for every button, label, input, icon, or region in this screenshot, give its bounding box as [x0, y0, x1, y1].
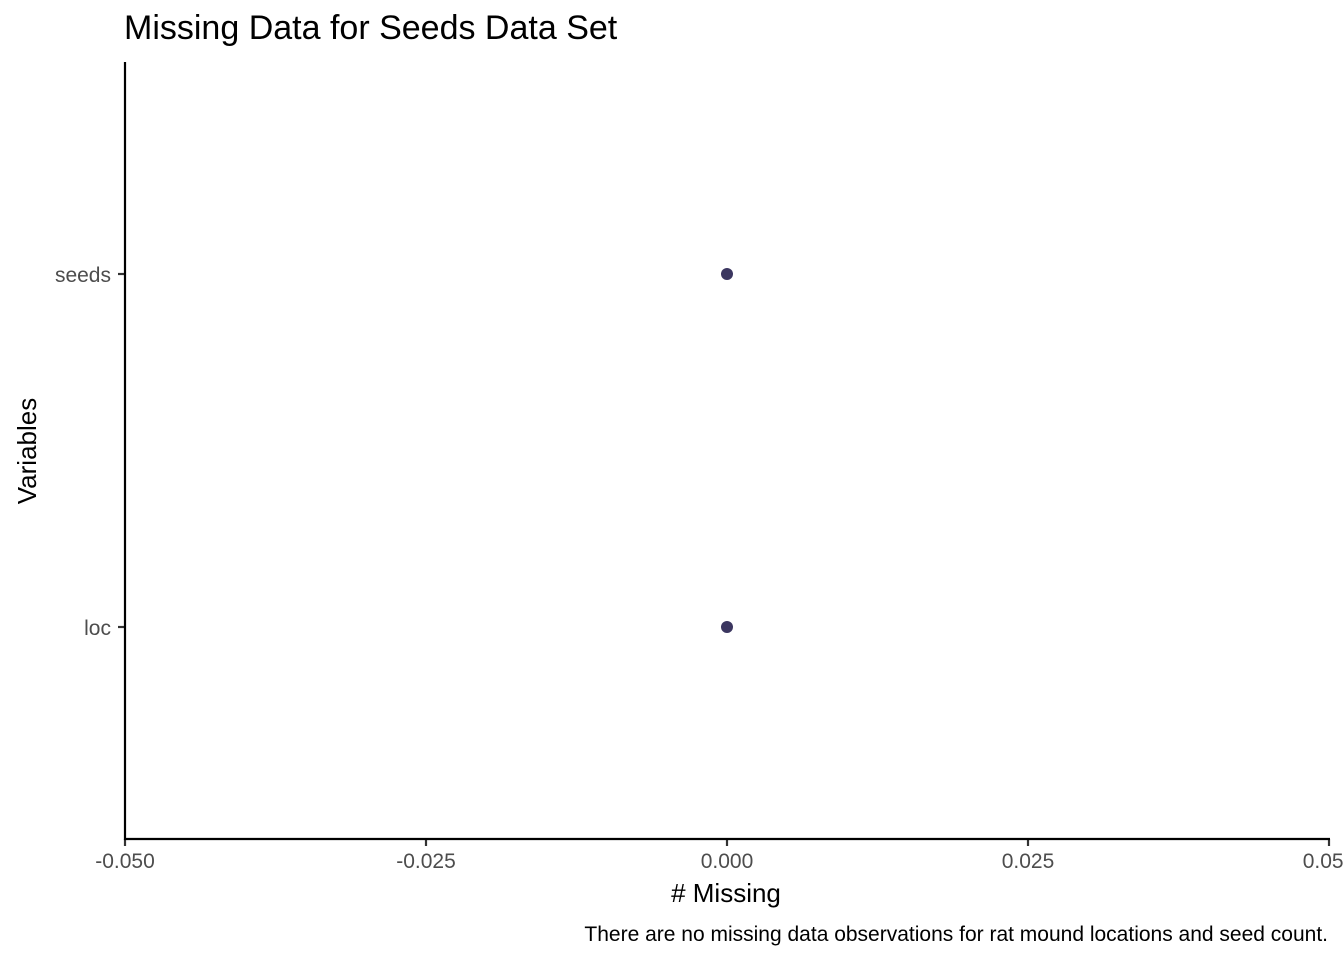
y-axis-title: Variables [12, 398, 42, 504]
plot-panel: loc seeds -0.050 -0.025 0.000 0.025 0.050 [55, 62, 1344, 873]
chart-title: Missing Data for Seeds Data Set [124, 9, 618, 47]
x-axis-title: # Missing [671, 878, 781, 908]
x-tick-label: 0.050 [1303, 850, 1344, 873]
chart-caption: There are no missing data observations f… [584, 923, 1328, 946]
x-axis-ticks: -0.050 -0.025 0.000 0.025 0.050 [95, 839, 1344, 873]
x-tick-label: -0.025 [396, 850, 456, 873]
y-tick-label-seeds: seeds [55, 264, 111, 287]
data-point-loc [721, 621, 733, 633]
data-points [721, 268, 733, 633]
x-tick-label: -0.050 [95, 850, 155, 873]
x-tick-label: 0.025 [1002, 850, 1055, 873]
y-axis-ticks: loc seeds [55, 264, 125, 640]
data-point-seeds [721, 268, 733, 280]
x-tick-label: 0.000 [701, 850, 754, 873]
y-tick-label-loc: loc [84, 617, 111, 640]
